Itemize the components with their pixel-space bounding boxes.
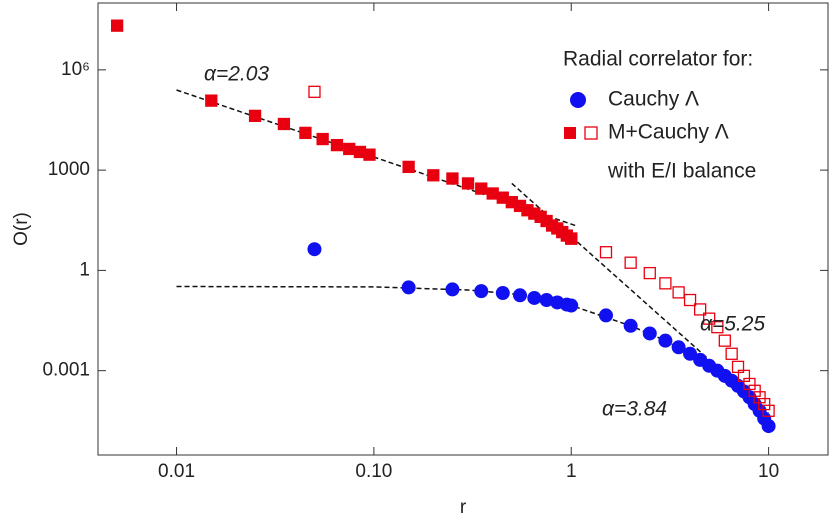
point: [643, 266, 656, 280]
y-tick-label: 1000: [48, 159, 90, 180]
point: [718, 334, 731, 347]
point: [565, 232, 578, 245]
fit-annotation: α=5.25: [700, 313, 765, 336]
point: [307, 242, 322, 257]
point: [599, 246, 613, 259]
point: [475, 182, 488, 195]
point: [427, 169, 440, 182]
point: [539, 293, 554, 308]
legend-label: M+Cauchy Λ: [608, 121, 729, 144]
legend-note: with E/I balance: [607, 160, 756, 183]
point: [495, 286, 510, 301]
point: [363, 148, 376, 161]
x-tick-label: 0.01: [158, 461, 195, 482]
point: [277, 117, 291, 131]
point: [725, 347, 738, 360]
point: [683, 346, 698, 361]
point: [762, 404, 775, 417]
legend-title: Radial correlator for:: [563, 48, 753, 71]
point: [110, 19, 124, 32]
point: [446, 172, 459, 185]
x-tick-label: 1: [566, 461, 577, 482]
y-axis-label: O(r): [11, 212, 32, 246]
point: [512, 288, 527, 303]
x-tick-label: 0.10: [355, 461, 392, 482]
point: [330, 138, 344, 152]
legend-marker: [570, 92, 586, 108]
point: [753, 391, 766, 404]
point: [703, 312, 716, 325]
fit-line: [176, 89, 576, 227]
legend-marker: [564, 127, 576, 139]
fit-line: [176, 285, 770, 425]
point: [658, 333, 673, 348]
fit-annotation: α=2.03: [204, 63, 269, 86]
fit-annotation: α=3.84: [602, 398, 667, 421]
x-axis-label: r: [460, 497, 467, 518]
point: [527, 290, 542, 305]
point: [299, 126, 312, 140]
point: [694, 303, 707, 316]
point: [248, 109, 262, 123]
y-tick-label: 10⁶: [61, 59, 90, 80]
point: [624, 256, 637, 269]
point: [461, 177, 475, 190]
y-tick-label: 0.001: [42, 360, 90, 381]
point: [445, 282, 460, 297]
point: [623, 318, 638, 333]
x-tick-label: 10: [758, 461, 779, 482]
legend-marker: [584, 126, 598, 140]
point: [308, 85, 321, 98]
point: [672, 286, 685, 299]
point: [598, 308, 613, 323]
point: [758, 397, 771, 411]
point: [343, 142, 356, 156]
point: [564, 298, 579, 313]
point: [683, 293, 697, 307]
point: [205, 94, 218, 107]
point: [659, 277, 672, 290]
point: [486, 187, 499, 200]
point: [402, 160, 415, 174]
y-tick-label: 1: [79, 259, 90, 280]
point: [671, 340, 686, 355]
plot-frame: [97, 2, 829, 456]
point: [761, 419, 776, 434]
point: [316, 132, 329, 146]
legend-label: Cauchy Λ: [608, 88, 699, 111]
point: [401, 280, 416, 295]
point: [711, 321, 724, 334]
point: [474, 284, 489, 299]
point: [642, 326, 657, 341]
